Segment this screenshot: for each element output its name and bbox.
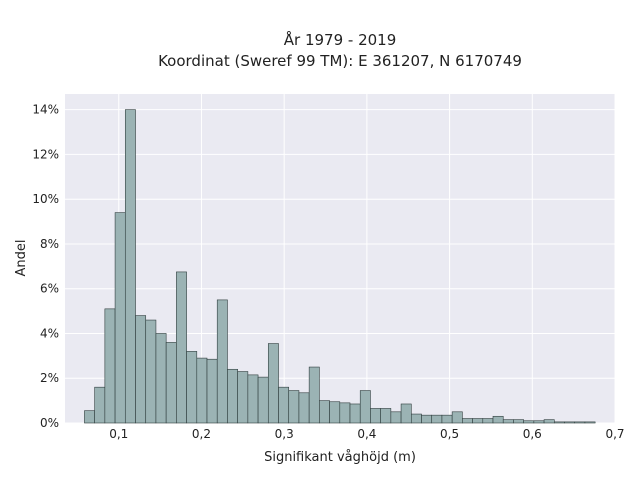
y-axis-label: Andel [14, 240, 29, 277]
histogram-bar [431, 414, 443, 424]
histogram-bar [104, 308, 116, 424]
histogram-bar [390, 411, 402, 424]
histogram-bar [186, 351, 198, 424]
histogram-bar [247, 374, 259, 424]
y-tick-label: 6% [40, 282, 59, 296]
histogram-bar [278, 386, 290, 424]
x-axis-label: Signifikant våghöjd (m) [264, 450, 416, 465]
histogram-bar [349, 403, 361, 424]
histogram-bar [267, 343, 279, 424]
x-tick-label: 0,7 [605, 427, 624, 441]
histogram-bar [564, 421, 576, 424]
histogram-bar [523, 420, 535, 424]
histogram-bar [513, 419, 524, 424]
histogram-bar [329, 401, 341, 424]
histogram-bar [441, 414, 453, 424]
x-tick-label: 0,6 [523, 427, 542, 441]
histogram-bar [370, 408, 381, 424]
histogram-bar [84, 410, 95, 424]
histogram-bar [482, 418, 494, 424]
histogram-bar [492, 415, 504, 424]
histogram-bar [308, 366, 320, 424]
x-tick-label: 0,4 [357, 427, 376, 441]
histogram-bar [533, 420, 545, 424]
histogram-bar [319, 400, 330, 424]
y-tick-label: 0% [40, 416, 59, 430]
histogram-bar [176, 271, 187, 424]
x-tick-label: 0,3 [275, 427, 294, 441]
histogram-bar [135, 315, 147, 424]
histogram-bar [227, 368, 238, 424]
histogram-bar [155, 333, 167, 424]
chart-title-line-1: År 1979 - 2019 [284, 30, 397, 49]
histogram-bar [206, 358, 218, 424]
histogram-bar [451, 411, 463, 424]
y-tick-label: 12% [32, 147, 59, 161]
histogram-bar [237, 371, 249, 424]
x-tick-label: 0,2 [192, 427, 211, 441]
bars [84, 109, 596, 424]
histogram-bar [114, 212, 126, 424]
histogram-bar [145, 319, 157, 424]
x-tick-label: 0,1 [109, 427, 128, 441]
x-tick-label: 0,5 [440, 427, 459, 441]
histogram-bar [574, 421, 586, 424]
histogram-bar [359, 390, 371, 424]
histogram-bar [94, 386, 106, 424]
histogram-bar [543, 419, 555, 424]
chart-title-line-2: Koordinat (Sweref 99 TM): E 361207, N 61… [158, 52, 522, 70]
y-tick-label: 10% [32, 192, 59, 206]
x-axis-ticks: 0,1 0,2 0,3 0,4 0,5 0,6 0,7 [109, 427, 624, 441]
histogram-bar [165, 342, 177, 424]
histogram-bar [339, 402, 351, 424]
histogram-bar [462, 418, 473, 424]
histogram-bar [421, 414, 433, 424]
y-tick-label: 14% [32, 103, 59, 117]
histogram-bar [502, 419, 514, 424]
histogram-bar [257, 376, 269, 424]
histogram-bar [410, 413, 422, 424]
histogram-bar [553, 421, 565, 424]
histogram-bar [380, 408, 392, 424]
histogram-bar [584, 421, 596, 424]
histogram-bar [472, 418, 484, 424]
histogram-bar [216, 299, 228, 424]
y-tick-label: 2% [40, 371, 59, 385]
histogram-bar [124, 109, 136, 424]
histogram-bar [196, 357, 208, 424]
y-tick-label: 4% [40, 326, 59, 340]
histogram-bar [288, 390, 300, 424]
y-axis-ticks: 0% 2% 4% 6% 8% 10% 12% 14% [32, 103, 59, 430]
histogram-bar [400, 403, 412, 424]
histogram-bar [298, 392, 310, 424]
y-tick-label: 8% [40, 237, 59, 251]
